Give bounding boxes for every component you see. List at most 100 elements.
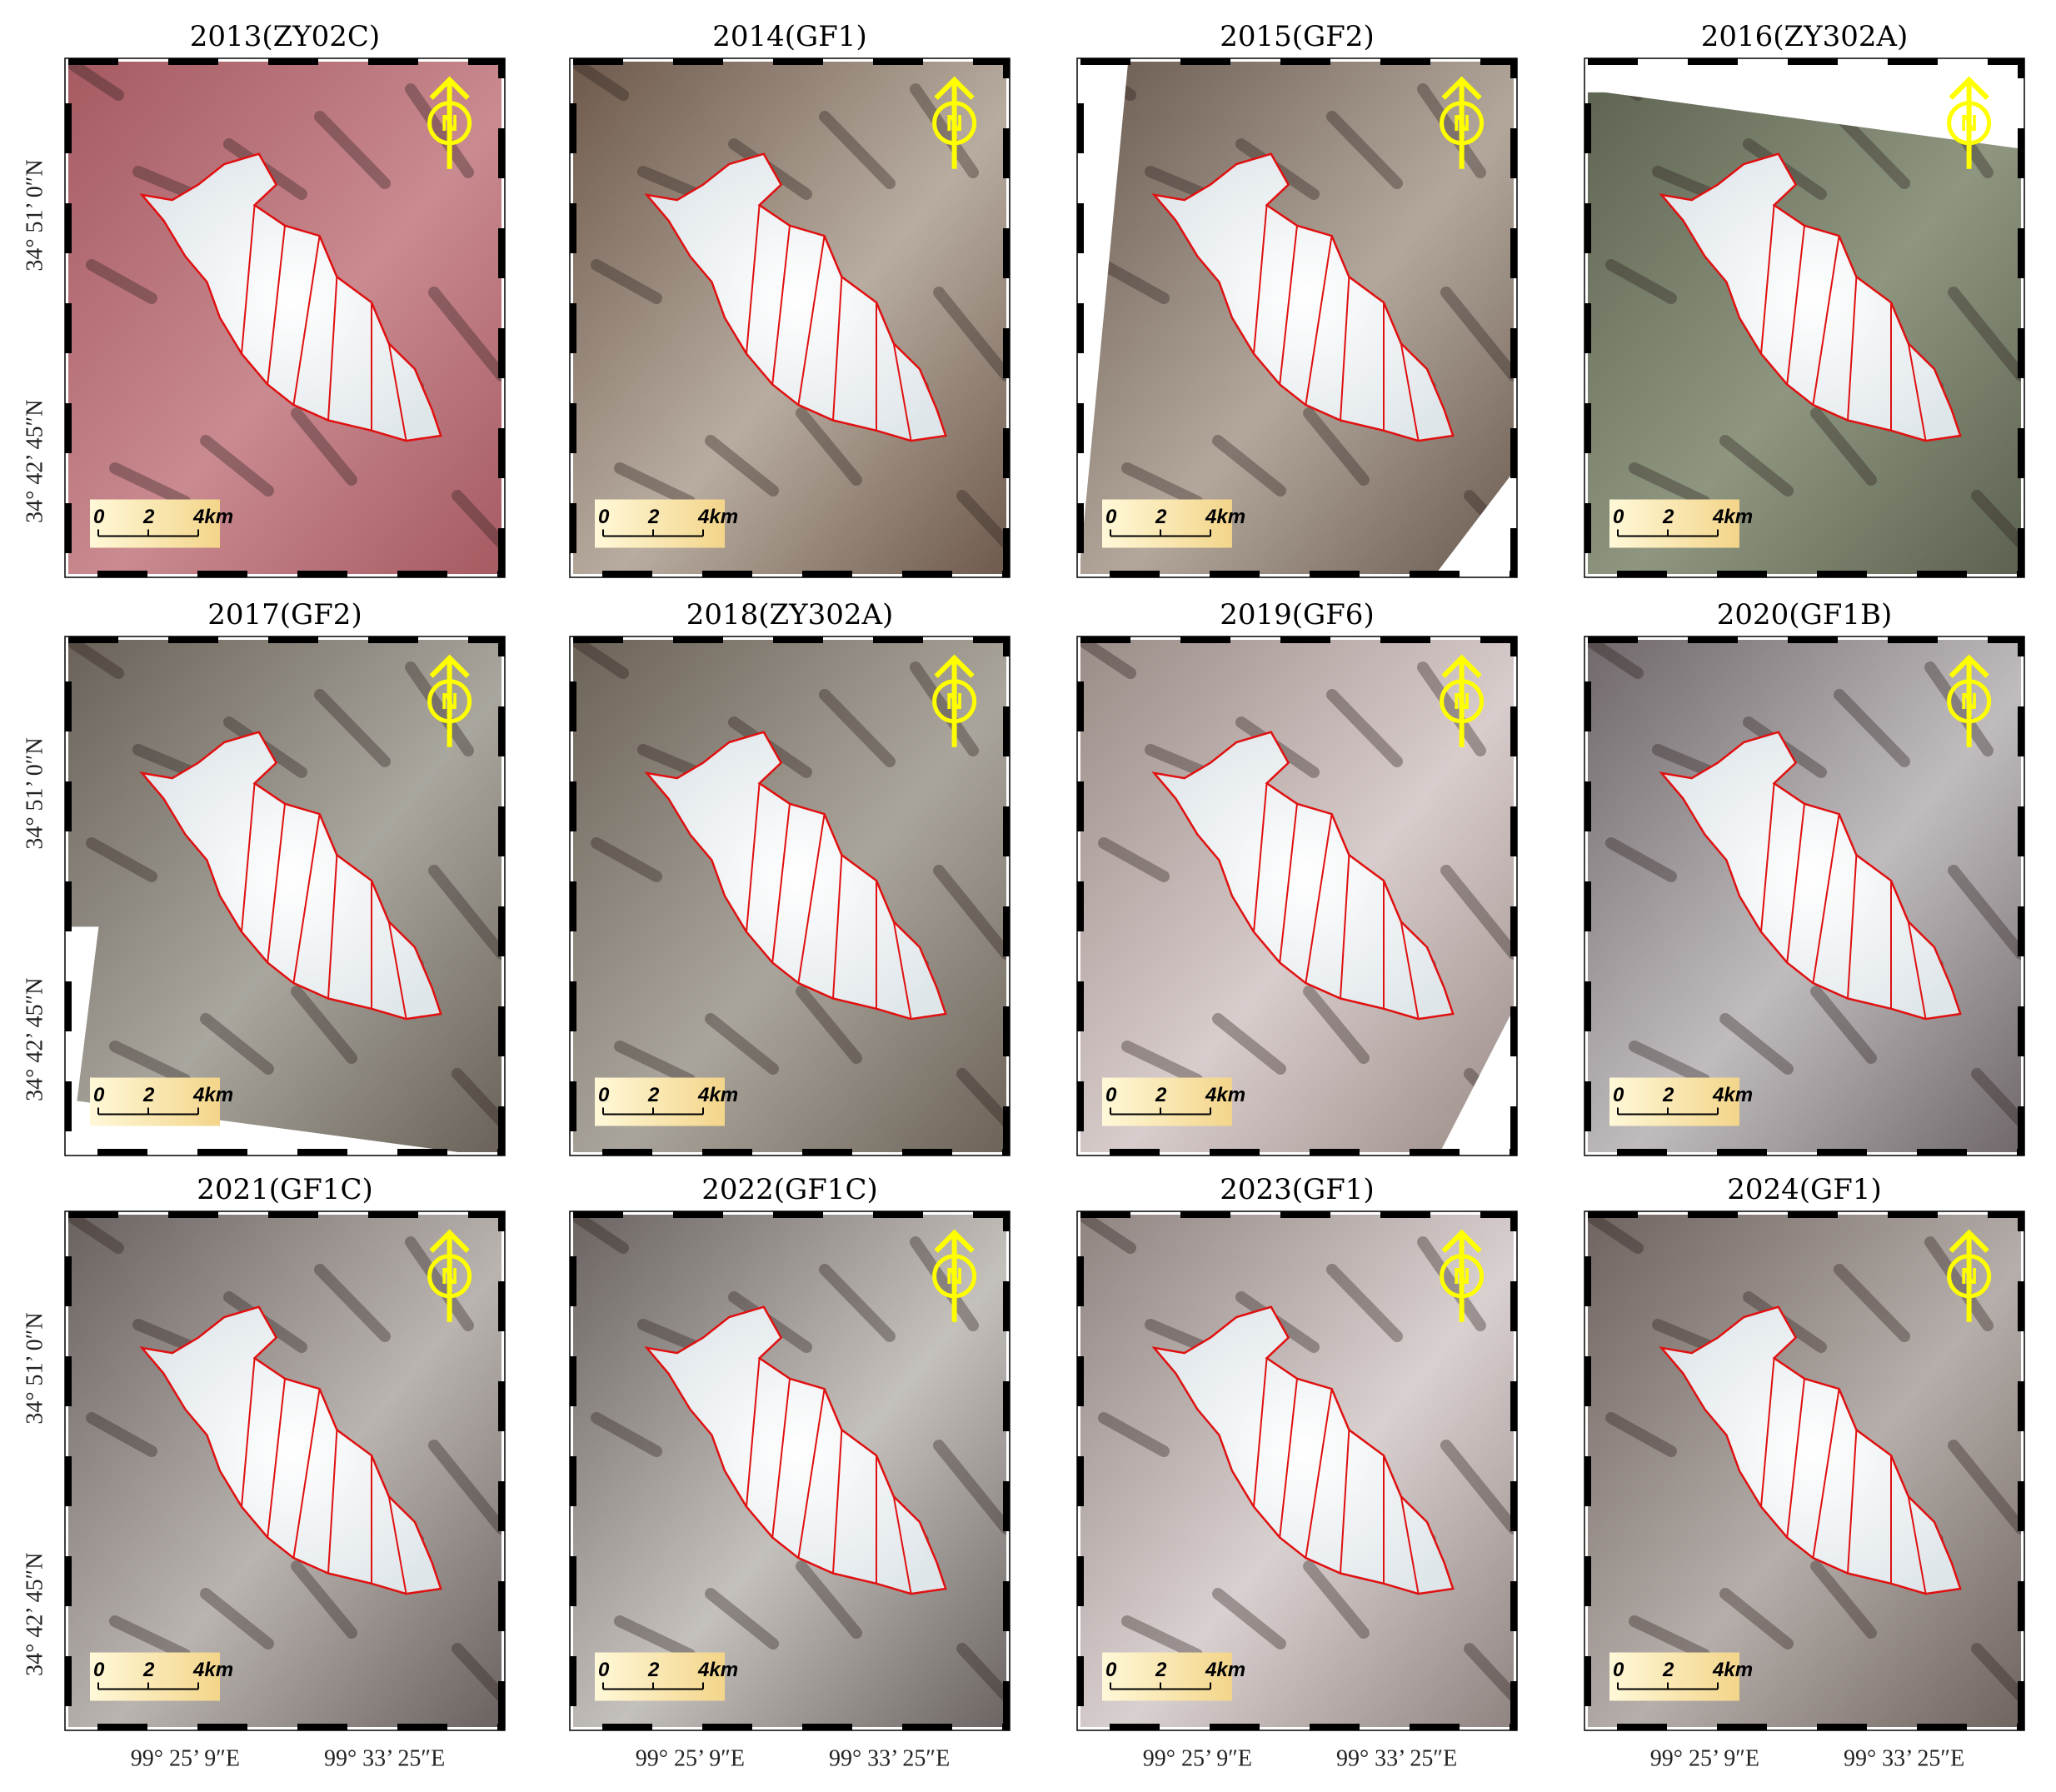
ridge bbox=[796, 986, 862, 1064]
scale-bar-bg bbox=[1609, 499, 1739, 548]
north-label: N bbox=[1453, 688, 1470, 714]
glacier bbox=[644, 152, 947, 442]
scale-label: 2 bbox=[142, 1659, 155, 1681]
satellite-image bbox=[1080, 640, 1514, 1152]
ridge bbox=[1417, 661, 1486, 756]
ridge bbox=[1971, 1068, 2021, 1131]
scale-label: 4km bbox=[697, 1084, 738, 1106]
scale-bar-bg bbox=[1609, 1652, 1739, 1701]
north-arrow-head bbox=[1441, 654, 1482, 678]
north-arrow-head bbox=[1441, 76, 1482, 100]
scale-label: 0 bbox=[598, 1084, 610, 1106]
latitude-label: 34° 51’ 0″N bbox=[22, 159, 47, 271]
glacier bbox=[1659, 1305, 1962, 1595]
glacier-divide bbox=[327, 855, 338, 999]
scale-bar-bg bbox=[595, 499, 725, 548]
north-circle bbox=[1947, 1254, 1992, 1299]
north-circle bbox=[1440, 1254, 1485, 1299]
ridge bbox=[614, 1615, 696, 1660]
ridge bbox=[1098, 259, 1170, 304]
ridge bbox=[614, 462, 696, 507]
glacier-divide bbox=[241, 1358, 256, 1507]
ridge bbox=[1605, 837, 1677, 882]
glacier-divide bbox=[746, 205, 761, 354]
satellite-image bbox=[1588, 640, 2021, 1152]
glacier-divide bbox=[1812, 813, 1840, 984]
glacier bbox=[1151, 1305, 1455, 1595]
scale-label: 4km bbox=[192, 1659, 233, 1681]
ridge bbox=[910, 661, 979, 756]
north-circle bbox=[932, 1254, 977, 1299]
ridge bbox=[1303, 407, 1370, 486]
ridge bbox=[109, 462, 191, 507]
panel-title: 2019(GF6) bbox=[1220, 598, 1374, 631]
longitude-label: 99° 25’ 9″E bbox=[1650, 1745, 1759, 1771]
ridge bbox=[1924, 661, 1994, 756]
panel-title: 2024(GF1) bbox=[1727, 1173, 1881, 1206]
ridge bbox=[405, 83, 474, 178]
scale-label: 2 bbox=[1662, 506, 1674, 528]
glacier-divide bbox=[1760, 1358, 1775, 1507]
ridge bbox=[405, 1236, 474, 1331]
ridge bbox=[1719, 1588, 1794, 1650]
neatline bbox=[65, 58, 505, 577]
ridge bbox=[1080, 1215, 1136, 1254]
map-panel: 2014(GF1) N 0 2 4km bbox=[569, 20, 1011, 578]
glacier-divide bbox=[832, 855, 843, 999]
scale-label: 0 bbox=[93, 506, 105, 528]
north-label: N bbox=[1960, 110, 1977, 136]
north-label: N bbox=[946, 688, 962, 714]
glacier-divide bbox=[1279, 803, 1298, 963]
panel-title: 2020(GF1B) bbox=[1717, 598, 1892, 631]
north-label: N bbox=[1453, 1263, 1470, 1289]
ridge bbox=[819, 111, 896, 189]
scale-label: 2 bbox=[647, 1659, 660, 1681]
ridge bbox=[591, 837, 662, 882]
scale-label: 0 bbox=[598, 1659, 610, 1681]
frame bbox=[64, 636, 506, 1156]
frame bbox=[64, 1210, 506, 1731]
map-panel: 2013(ZY02C) N 0 2 4km 34° 51’ 0″N 34° 42’ 45″N bbox=[22, 20, 506, 578]
glacier-divide bbox=[1847, 855, 1858, 999]
glacier-divide bbox=[1786, 1378, 1805, 1538]
frame bbox=[64, 57, 506, 578]
scale-label: 2 bbox=[647, 506, 660, 528]
glacier-divide bbox=[387, 921, 407, 1020]
ridge bbox=[86, 1412, 157, 1457]
panel-title: 2021(GF1C) bbox=[197, 1173, 372, 1206]
ridge bbox=[1440, 865, 1514, 960]
satellite-image bbox=[1588, 62, 2021, 574]
ridge bbox=[910, 1236, 979, 1331]
frame bbox=[1076, 57, 1518, 578]
ridge bbox=[1810, 986, 1877, 1064]
glacier bbox=[1151, 731, 1455, 1021]
map-panel: 2021(GF1C) N 0 2 4km 34° 51’ 0″N 34° 42’ 45″N 9… bbox=[22, 1173, 506, 1771]
scale-label: 0 bbox=[1613, 1659, 1624, 1681]
glacier-divide bbox=[797, 1388, 826, 1559]
ridge bbox=[1440, 1440, 1514, 1535]
ridge bbox=[591, 259, 662, 304]
glacier-divide bbox=[1400, 343, 1420, 442]
north-arrow-head bbox=[1949, 1229, 1989, 1253]
map-panel: 2024(GF1) N 0 2 4km 99° 25’ 9″E 99° 33’ 25″E bbox=[1584, 1173, 2025, 1771]
scale-bar-bg bbox=[1102, 1077, 1232, 1126]
scale-label: 4km bbox=[697, 506, 738, 528]
panel-title: 2017(GF2) bbox=[207, 598, 362, 631]
scale-label: 2 bbox=[1155, 1084, 1167, 1106]
scale-bar-bg bbox=[1102, 499, 1232, 548]
ridge bbox=[1719, 435, 1794, 497]
ridge bbox=[1971, 490, 2021, 552]
ridge bbox=[591, 1412, 662, 1457]
latitude-label: 34° 51’ 0″N bbox=[22, 1312, 47, 1424]
north-arrow-head bbox=[934, 654, 975, 678]
panel-title: 2022(GF1C) bbox=[701, 1173, 877, 1206]
north-circle bbox=[1440, 679, 1485, 724]
glacier-divide bbox=[1400, 921, 1420, 1020]
north-label: N bbox=[1960, 1263, 1977, 1289]
ridge bbox=[933, 287, 1006, 382]
ridge bbox=[452, 1643, 502, 1705]
ridge bbox=[1971, 1643, 2021, 1705]
glacier-divide bbox=[241, 205, 256, 354]
longitude-label: 99° 25’ 9″E bbox=[1143, 1745, 1252, 1771]
latitude-label: 34° 42’ 45″N bbox=[22, 978, 47, 1101]
